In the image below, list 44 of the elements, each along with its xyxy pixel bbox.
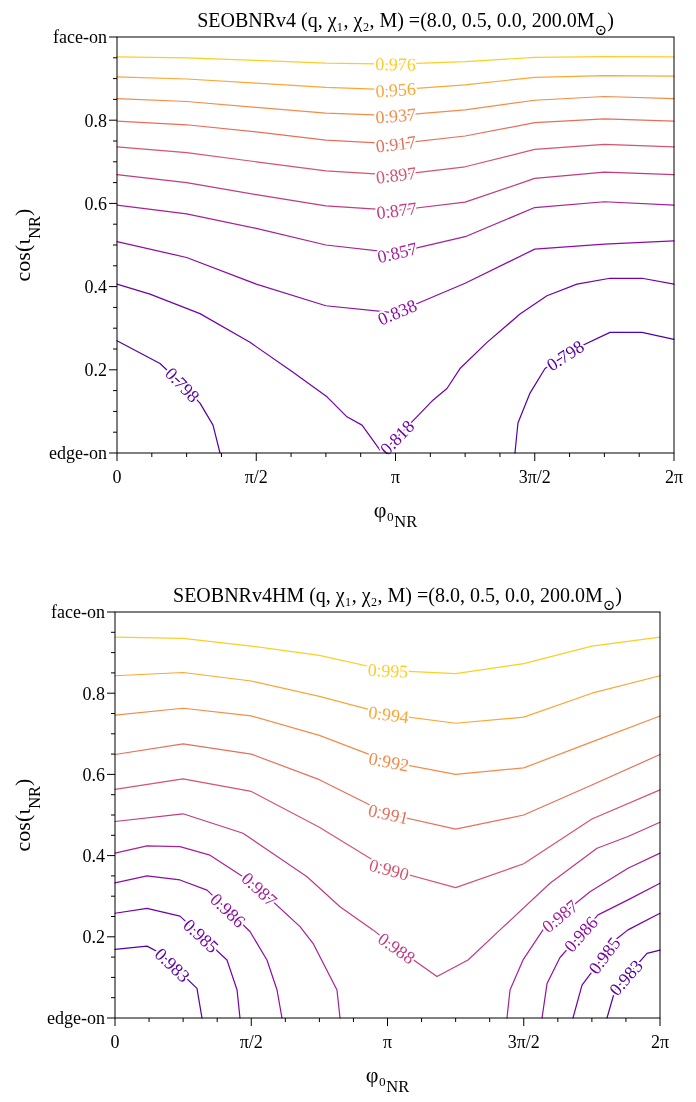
text: 0.838: [374, 295, 420, 330]
y-tick-label: face-on: [51, 602, 105, 623]
line-series: [506, 852, 661, 1019]
x-tick-label: π: [382, 1032, 393, 1052]
text: 0.897: [374, 163, 418, 188]
x-tick-label: π/2: [244, 467, 268, 487]
y-tick-label: 0.2: [82, 927, 105, 948]
x-tick-label: 0: [112, 467, 122, 487]
x-tick-label: 3π/2: [518, 467, 551, 487]
chart-title: SEOBNRv4 (q, χ₁, χ₂, M) =(8.0, 0.5, 0.0, 200.0M$_{⊙}$): [197, 9, 614, 38]
text: 0.994: [367, 702, 411, 728]
line-series: [114, 707, 661, 775]
series-label: 0.956: [374, 78, 417, 102]
text: 0.917: [374, 131, 418, 157]
y-tick-label: 0.4: [82, 845, 105, 866]
x-tick-label: π: [390, 467, 401, 487]
series-label: 0.937: [374, 104, 417, 128]
y-tick-label: 0.4: [84, 276, 107, 297]
y-tick-label: 0.6: [84, 193, 107, 214]
x-axis-title: φ₀$_{NR}$: [365, 1062, 410, 1096]
y-tick-label: face-on: [53, 27, 107, 48]
x-tick-label: 2π: [650, 1032, 670, 1052]
text: 0.877: [375, 198, 418, 223]
chart-title: SEOBNRv4HM (q, χ₁, χ₂, M) =(8.0, 0.5, 0.0, 200.0M$_{⊙}$): [173, 584, 622, 613]
x-tick-label: 0: [110, 1032, 120, 1052]
x-axis-title: φ₀$_{NR}$: [373, 497, 418, 531]
text: 0.857: [375, 238, 420, 268]
y-tick-label: edge-on: [49, 443, 107, 464]
x-tick-label: π/2: [239, 1032, 263, 1052]
y-tick-label: 0.6: [82, 764, 105, 785]
text: 0.990: [366, 854, 412, 885]
x-tick-label: 2π: [664, 467, 684, 487]
text: 0.798: [542, 336, 588, 376]
y-tick-label: 0.8: [82, 683, 105, 704]
line-series: [114, 743, 661, 830]
y-tick-label: 0.2: [84, 360, 107, 381]
y-tick-label: 0.8: [84, 110, 107, 131]
x-tick-label: 3π/2: [507, 1032, 540, 1052]
text: 0.991: [366, 800, 411, 829]
text: 0.992: [367, 748, 411, 776]
y-tick-label: edge-on: [47, 1008, 105, 1029]
series-label: 0.995: [367, 659, 409, 682]
line-series: [114, 845, 341, 1019]
line-series: [114, 875, 283, 1019]
